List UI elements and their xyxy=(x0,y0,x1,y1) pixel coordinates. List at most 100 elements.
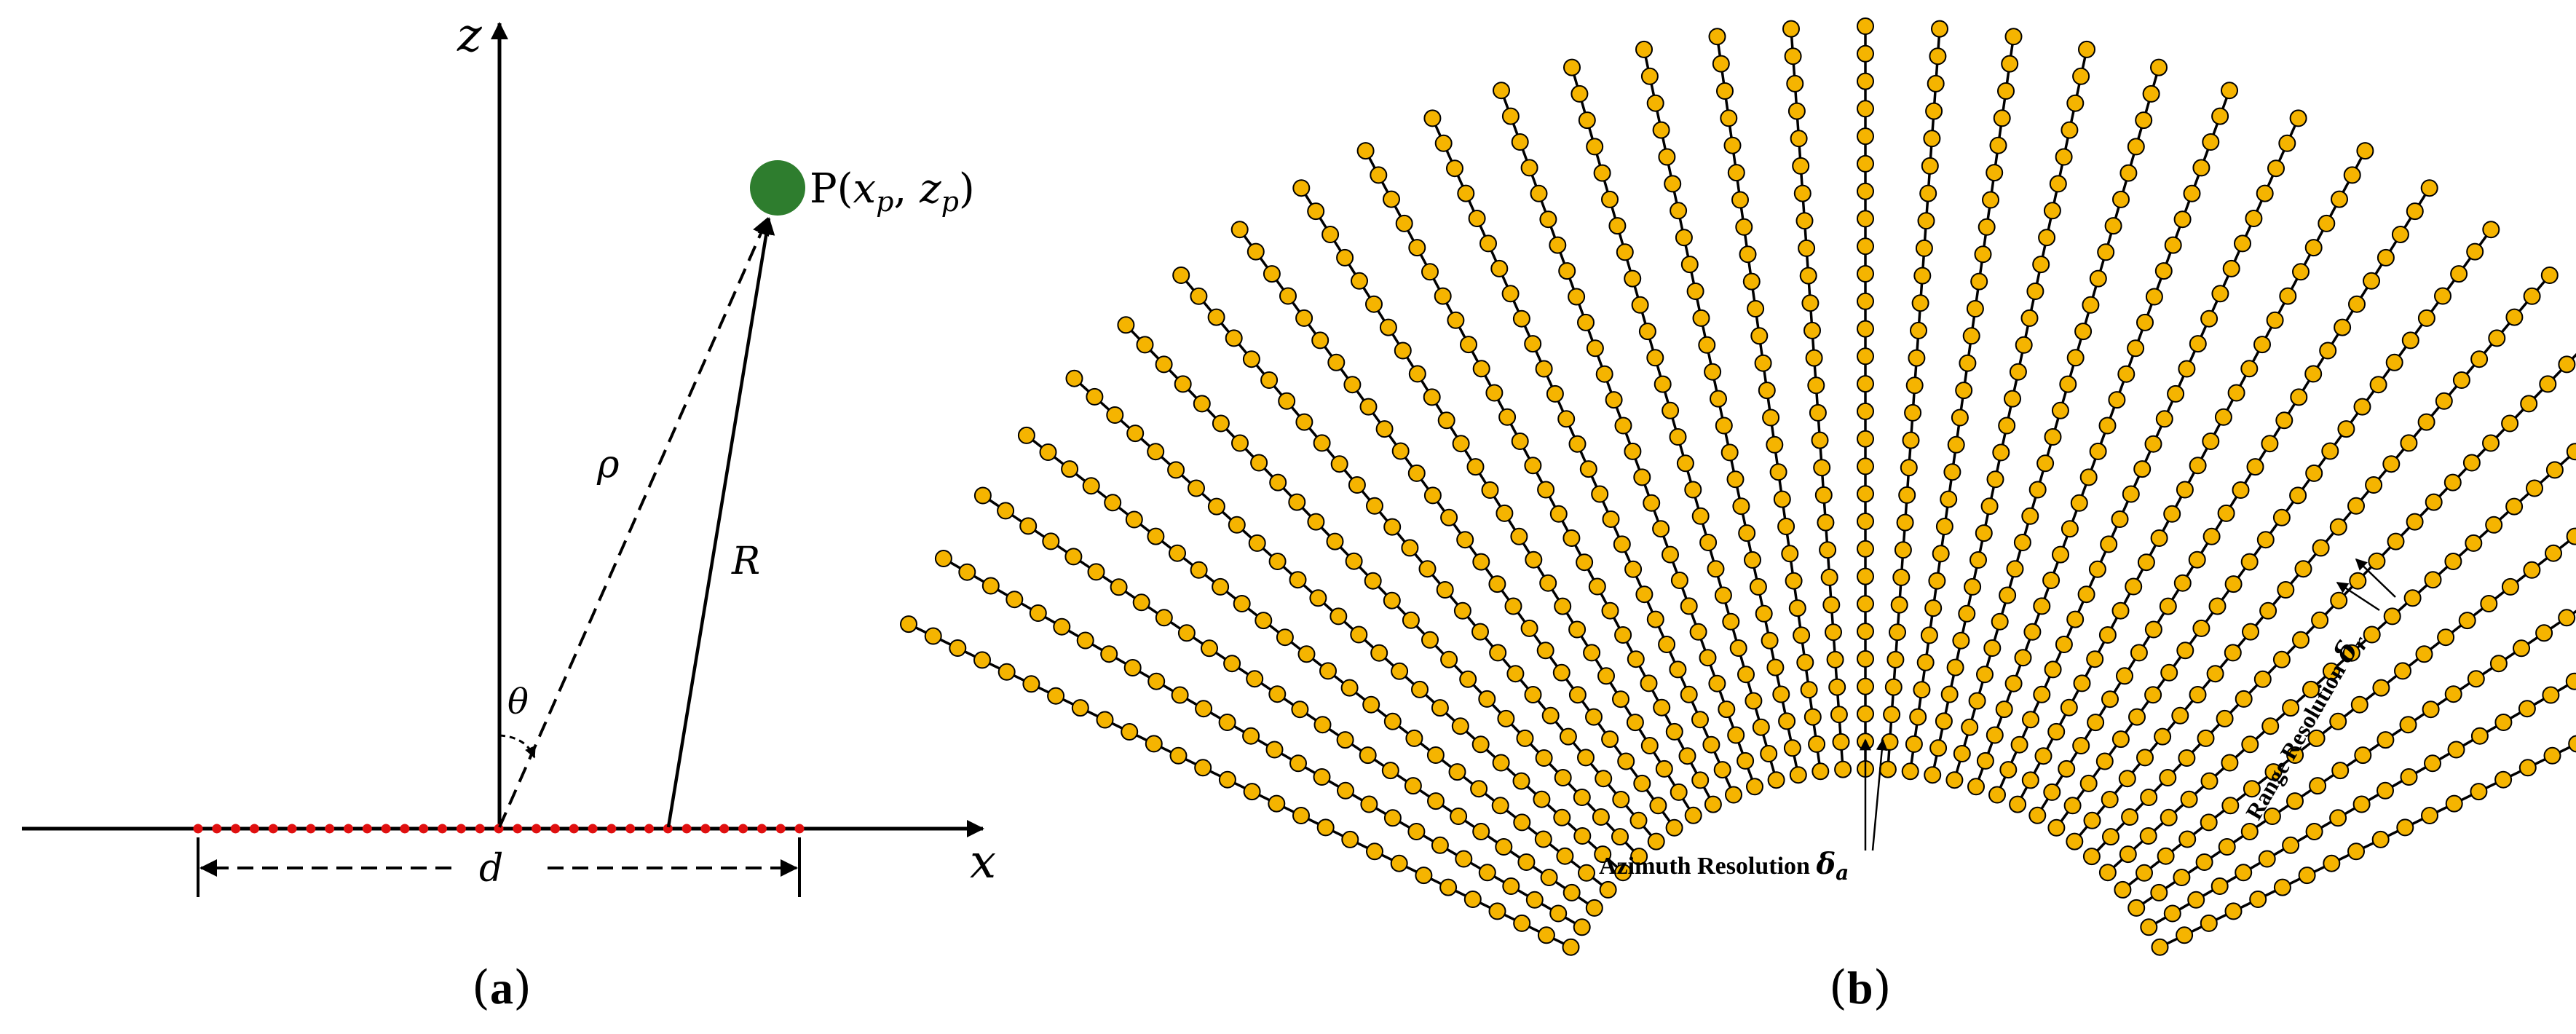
grid-node xyxy=(1991,612,2009,631)
grid-node xyxy=(2206,665,2224,683)
grid-node xyxy=(1832,733,1850,751)
grid-node xyxy=(1811,431,1829,449)
grid-node xyxy=(1969,551,1987,569)
grid-node xyxy=(1793,184,1812,202)
grid-node xyxy=(1246,670,1264,688)
grid-node xyxy=(2354,746,2372,765)
grid-node xyxy=(2329,712,2347,730)
radial-line xyxy=(2136,609,2576,909)
grid-node xyxy=(1250,454,1268,472)
grid-node xyxy=(2282,699,2300,717)
grid-node xyxy=(2311,611,2329,629)
grid-node xyxy=(1593,164,1611,182)
grid-node xyxy=(1231,434,1249,452)
grid-node xyxy=(1291,700,1309,719)
grid-node xyxy=(1955,382,1973,400)
caption-a-open: ( xyxy=(472,961,490,1015)
grid-node xyxy=(1169,746,1188,765)
grid-node xyxy=(1714,586,1732,604)
grid-node xyxy=(2356,142,2374,160)
grid-node xyxy=(2307,729,2326,747)
grid-node xyxy=(1670,783,1688,801)
grid-node xyxy=(2222,259,2240,277)
grid-node xyxy=(1857,485,1874,503)
grid-node xyxy=(1292,179,1311,197)
grid-node xyxy=(1446,159,1463,178)
point-z-sub: p xyxy=(941,186,959,218)
grid-node xyxy=(2121,808,2139,826)
grid-node xyxy=(1720,109,1738,127)
grid-node xyxy=(1466,458,1485,476)
grid-node xyxy=(1669,428,1687,446)
grid-node xyxy=(2253,670,2272,688)
array-element xyxy=(700,824,711,834)
grid-node xyxy=(1750,327,1769,345)
grid-node xyxy=(1586,339,1604,358)
grid-node xyxy=(1817,513,1835,532)
array-element xyxy=(550,824,560,834)
grid-node xyxy=(1945,771,1964,789)
grid-node xyxy=(1809,403,1827,422)
grid-node xyxy=(1421,263,1439,281)
grid-node xyxy=(1951,409,1969,427)
grid-node xyxy=(1692,309,1710,327)
array-element xyxy=(625,824,636,834)
grid-node xyxy=(1278,392,1296,410)
grid-node xyxy=(1573,918,1591,936)
grid-node xyxy=(1788,599,1806,617)
grid-node xyxy=(2180,790,2198,808)
grid-node xyxy=(2130,644,2148,662)
grid-node xyxy=(1468,210,1486,227)
grid-node xyxy=(2098,864,2117,882)
grid-node xyxy=(1520,619,1538,637)
grid-node xyxy=(1782,20,1800,38)
grid-node xyxy=(1761,631,1779,650)
grid-node xyxy=(2435,392,2453,410)
grid-node xyxy=(2197,729,2215,747)
grid-node xyxy=(1242,350,1260,368)
grid-node xyxy=(1448,763,1466,781)
grid-node xyxy=(1662,401,1680,419)
R-label: R xyxy=(731,540,760,583)
grid-node xyxy=(1783,739,1801,757)
grid-node xyxy=(1704,795,1722,813)
grid-node xyxy=(2558,609,2576,627)
grid-node xyxy=(1995,700,2013,719)
grid-node xyxy=(1675,229,1693,247)
point-z-var: z xyxy=(919,165,941,213)
grid-node xyxy=(1680,256,1699,274)
grid-node xyxy=(1796,653,1814,671)
grid-node xyxy=(2387,532,2405,550)
grid-node xyxy=(2259,601,2277,620)
grid-node xyxy=(2108,391,2126,409)
grid-node xyxy=(2304,365,2323,383)
grid-node xyxy=(1525,891,1544,909)
grid-node xyxy=(1752,718,1770,736)
grid-node xyxy=(1857,513,1874,530)
grid-node xyxy=(1857,623,1874,641)
grid-node xyxy=(1998,417,2016,435)
grid-node xyxy=(1720,443,1739,462)
grid-node xyxy=(1629,811,1648,829)
grid-node xyxy=(2023,623,2042,641)
grid-node xyxy=(1713,761,1731,779)
grid-node xyxy=(1614,417,1632,435)
grid-node xyxy=(1350,625,1368,644)
grid-node xyxy=(1723,136,1742,154)
grid-node xyxy=(1431,699,1449,717)
grid-node xyxy=(1789,766,1807,784)
grid-node xyxy=(1992,443,2010,462)
grid-node xyxy=(1982,191,1999,209)
grid-node xyxy=(1370,166,1388,184)
array-element xyxy=(287,824,297,834)
grid-node xyxy=(1169,544,1186,562)
grid-node xyxy=(1884,678,1903,696)
grid-node xyxy=(2033,685,2051,703)
caption-b-open: ( xyxy=(1829,961,1847,1015)
grid-node xyxy=(1857,677,1874,695)
grid-node xyxy=(1917,212,1935,230)
grid-node xyxy=(1913,267,1932,285)
grid-node xyxy=(1488,575,1506,593)
grid-node xyxy=(2289,109,2307,127)
